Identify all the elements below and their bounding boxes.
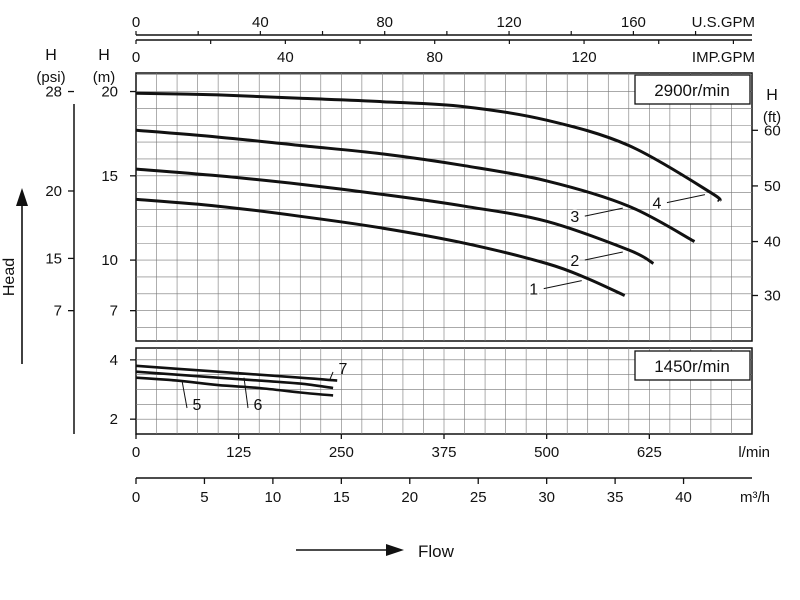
m3h-tick-label: 35 [607, 489, 624, 506]
m-tick-label: 7 [110, 303, 118, 320]
lmin-tick-label: 375 [431, 444, 456, 461]
us-gpm-tick-label: 160 [621, 14, 646, 31]
us-gpm-tick-label: 80 [376, 14, 393, 31]
curve-4 [135, 91, 722, 203]
speed-label-box-1450 [634, 350, 751, 381]
imp-gpm-tick-label: 120 [572, 49, 597, 66]
m3h-tick-label: 10 [265, 489, 282, 506]
m3h-tick-label: 15 [333, 489, 350, 506]
us-gpm-tick-label: 120 [497, 14, 522, 31]
ft-axis-unit: (ft) [763, 109, 781, 126]
curve-label-leader [584, 207, 623, 217]
m-axis-ticks: 7 10 15 20 2 4 [101, 84, 136, 428]
psi-axis-header: H [45, 47, 57, 64]
ft-tick-label: 40 [764, 234, 781, 251]
curves-1450: 5 6 7 [135, 361, 348, 414]
lmin-unit-label: l/min [738, 444, 770, 461]
m3h-tick-label: 20 [401, 489, 418, 506]
psi-axis-ticks: 28 20 15 7 [45, 84, 74, 320]
psi-tick-label: 15 [45, 250, 62, 267]
imp-gpm-tick-label: 40 [277, 49, 294, 66]
us-gpm-unit-label: U.S.GPM [692, 14, 755, 31]
curve-label-2: 2 [570, 253, 579, 270]
curve-label-leader [584, 251, 623, 261]
m-tick-label: 10 [101, 252, 118, 269]
curve-label-leader [181, 380, 188, 409]
us-gpm-tick-label: 40 [252, 14, 269, 31]
upper-grid [136, 73, 752, 341]
curve-6 [135, 370, 334, 390]
curve-label-6: 6 [254, 397, 263, 414]
m3h-unit-label: m³/h [740, 489, 770, 506]
imp-gpm-tick-label: 80 [426, 49, 443, 66]
m3h-tick-label: 0 [132, 489, 140, 506]
m3h-tick-label: 40 [675, 489, 692, 506]
curve-label-1: 1 [529, 282, 538, 299]
ft-axis-ticks: 60 50 40 30 [752, 122, 781, 304]
us-gpm-tick-label: 0 [132, 14, 140, 31]
psi-tick-label: 7 [54, 303, 62, 320]
ft-tick-label: 50 [764, 178, 781, 195]
speed-label-1450: 1450r/min [654, 357, 730, 376]
lmin-tick-label: 0 [132, 444, 140, 461]
curve-3 [135, 128, 696, 243]
lmin-tick-label: 250 [329, 444, 354, 461]
curve-label-4: 4 [652, 196, 661, 213]
m-tick-label-lower: 4 [110, 352, 118, 369]
psi-tick-label: 20 [45, 183, 62, 200]
flow-arrow-icon [386, 544, 404, 556]
imp-gpm-unit-label: IMP.GPM [692, 49, 755, 66]
curve-label-leader [543, 280, 582, 290]
psi-tick-label: 28 [45, 84, 62, 101]
head-arrow-icon [16, 188, 28, 206]
curve-label-7: 7 [339, 361, 348, 378]
speed-label-box-2900 [634, 74, 751, 105]
lmin-tick-label: 125 [226, 444, 251, 461]
ft-tick-label: 30 [764, 287, 781, 304]
flow-label: Flow [418, 542, 455, 561]
m3h-axis-ticks: 0 5 10 15 20 25 30 35 40 [132, 478, 692, 506]
speed-label-2900: 2900r/min [654, 81, 730, 100]
curve-label-leader [243, 377, 249, 409]
m-tick-label-lower: 2 [110, 411, 118, 428]
curve-label-leader [666, 194, 706, 204]
curve-7 [135, 364, 338, 382]
m-tick-label: 20 [101, 84, 118, 101]
top-axis-ticks: 0 40 80 120 160 0 40 80 120 [132, 14, 735, 66]
curve-label-3: 3 [570, 209, 579, 226]
m3h-tick-label: 30 [538, 489, 555, 506]
m3h-tick-label: 25 [470, 489, 487, 506]
curve-label-5: 5 [193, 397, 202, 414]
imp-gpm-tick-label: 0 [132, 49, 140, 66]
curves-2900: 1 2 3 4 [135, 91, 722, 300]
lmin-tick-label: 625 [637, 444, 662, 461]
curve-1 [135, 197, 626, 297]
curve-label-leader [329, 371, 334, 380]
m-axis-header: H [98, 47, 110, 64]
psi-axis-unit: (psi) [36, 69, 65, 86]
curve-2 [135, 167, 655, 265]
lmin-tick-label: 500 [534, 444, 559, 461]
lmin-axis-ticks: 0 125 250 375 500 625 [132, 434, 662, 461]
ft-tick-label: 60 [764, 122, 781, 139]
ft-axis-header: H [766, 87, 778, 104]
m-axis-unit: (m) [93, 69, 116, 86]
m-tick-label: 15 [101, 168, 118, 185]
m3h-tick-label: 5 [200, 489, 208, 506]
head-label: Head [1, 258, 18, 296]
curve-5 [135, 376, 334, 397]
